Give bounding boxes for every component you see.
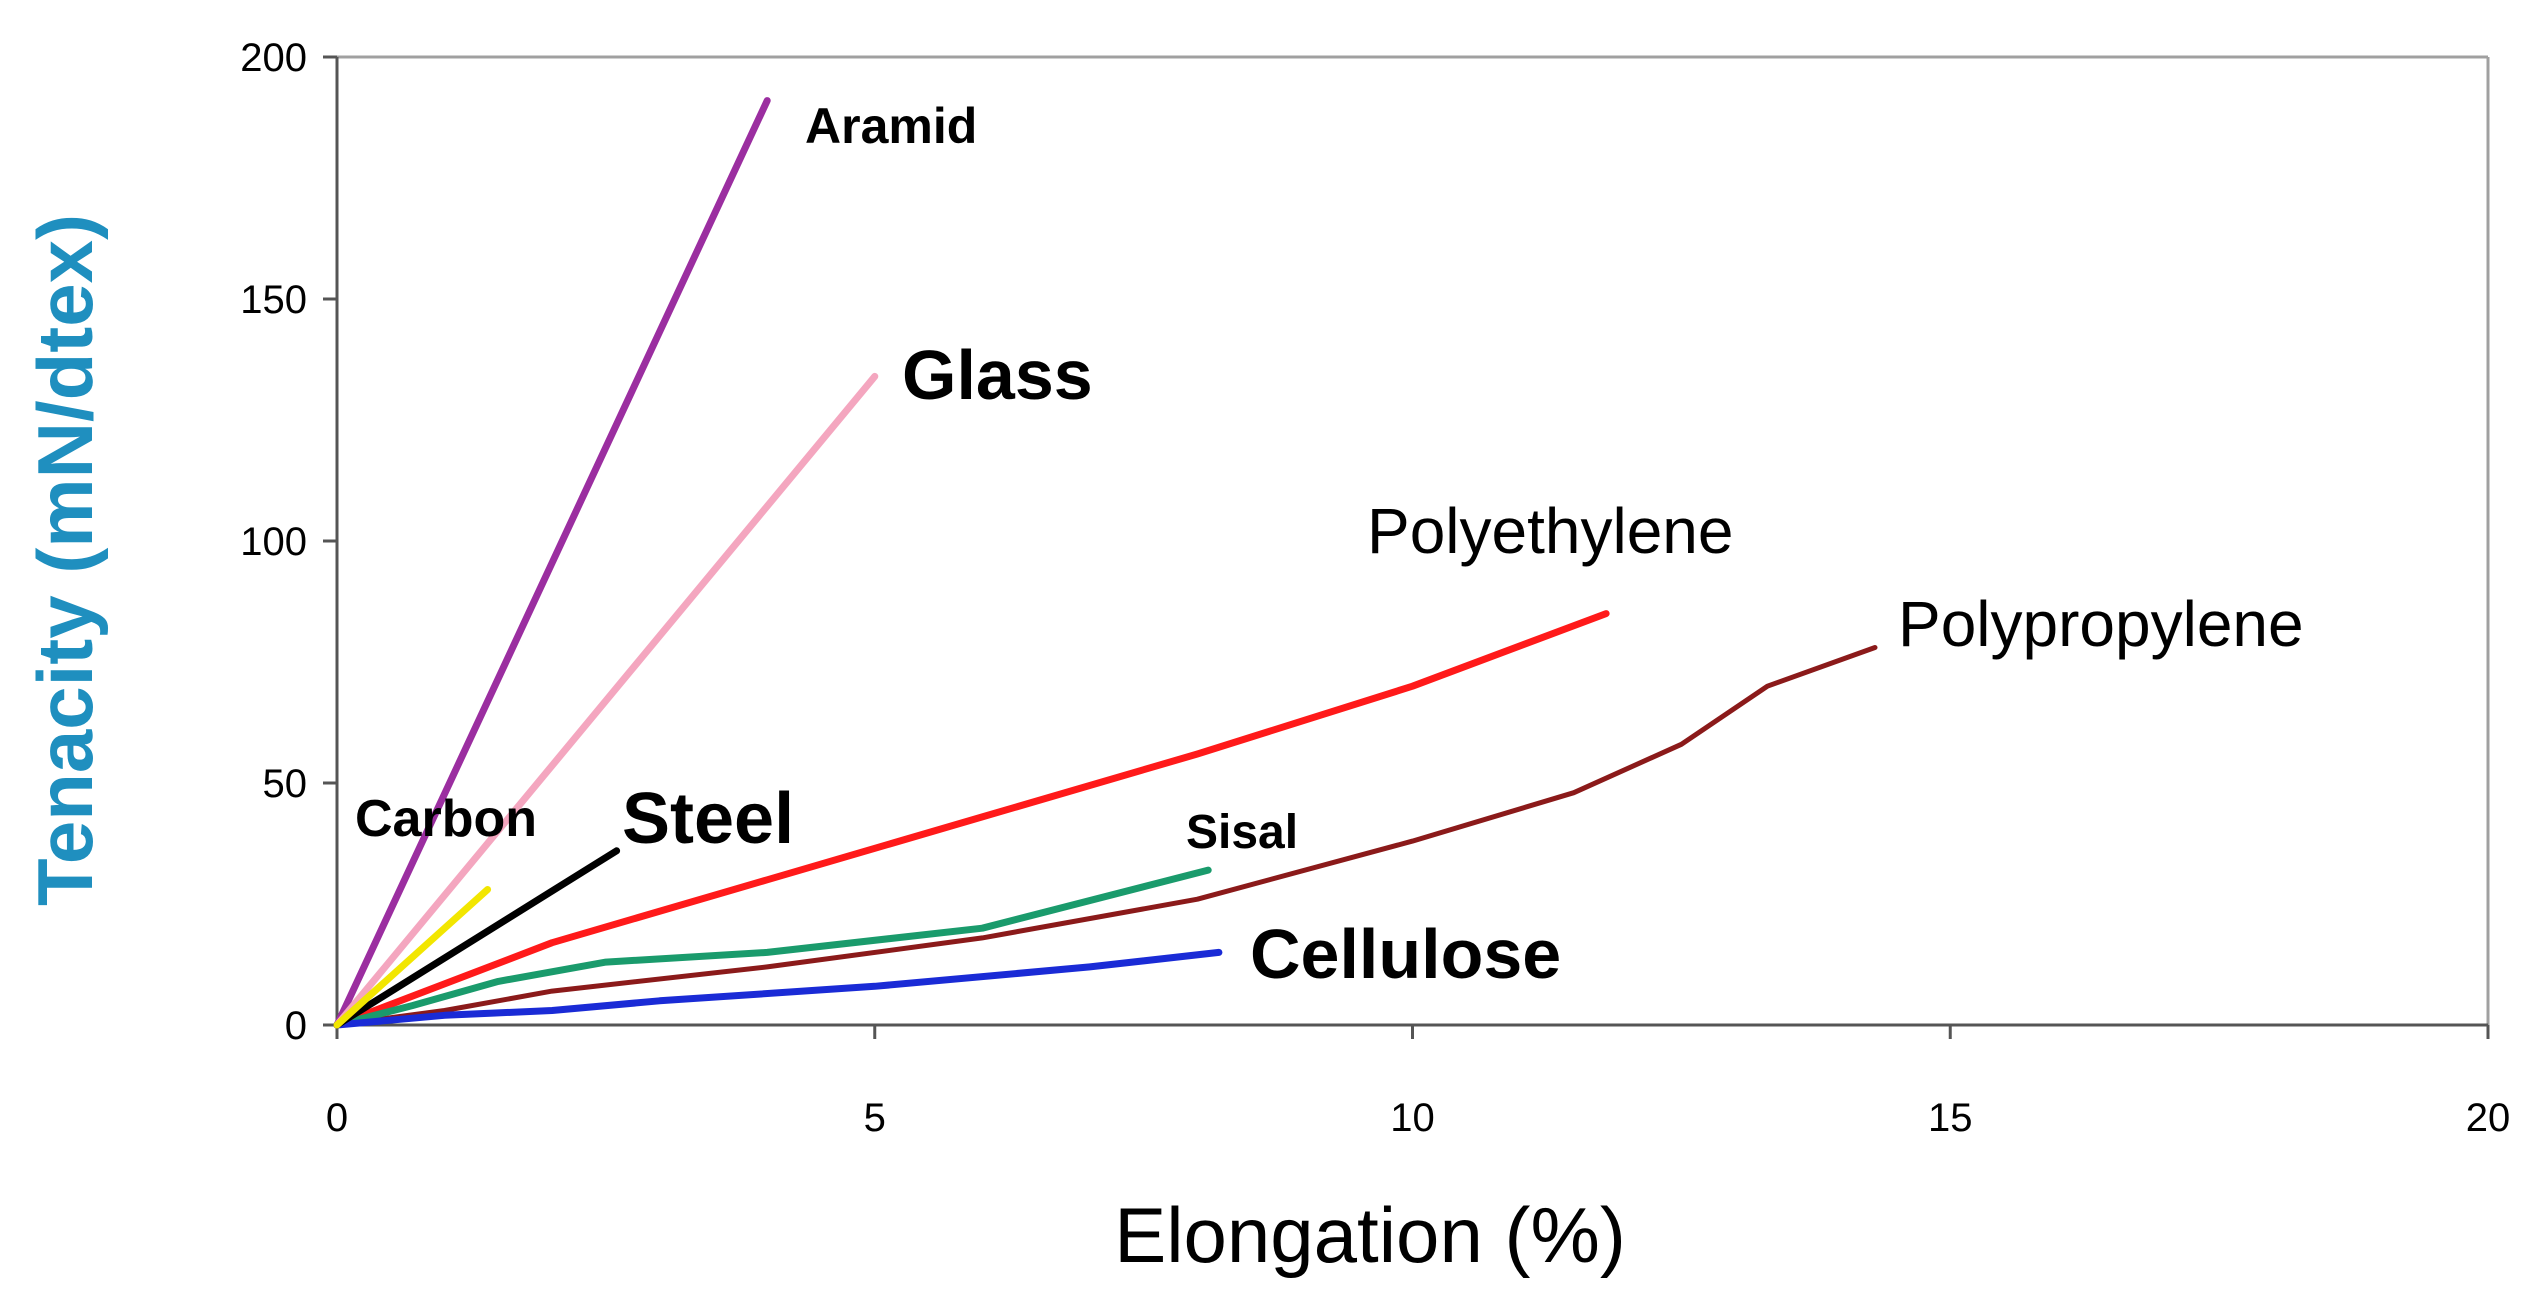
label-steel: Steel	[622, 779, 794, 859]
series-line-glass	[333, 372, 879, 1029]
y-tick-label: 0	[285, 1004, 307, 1048]
y-axis-title: Tenacity (mN/dtex)	[21, 214, 109, 906]
x-tick-label: 0	[326, 1096, 348, 1140]
x-tick-label: 5	[864, 1096, 886, 1140]
series-labels: Aramid Glass Polyethylene Polypropylene …	[355, 98, 2304, 993]
series-line-aramid	[333, 97, 771, 1029]
label-aramid: Aramid	[805, 98, 977, 154]
label-glass: Glass	[902, 336, 1093, 414]
label-polyethylene: Polyethylene	[1367, 495, 1733, 567]
series-line-sisal	[333, 866, 1212, 1029]
series-line-carbon	[333, 886, 492, 1029]
y-tick-label: 100	[240, 520, 307, 564]
x-axis-title: Elongation (%)	[1114, 1191, 1626, 1279]
series-line-steel	[333, 847, 621, 1029]
y-ticks: 0 50 100 150 200	[240, 36, 337, 1048]
label-cellulose: Cellulose	[1250, 915, 1561, 993]
x-tick-label: 10	[1390, 1096, 1435, 1140]
y-tick-label: 50	[263, 762, 308, 806]
y-tick-label: 150	[240, 278, 307, 322]
y-tick-label: 200	[240, 36, 307, 80]
label-polypropylene: Polypropylene	[1898, 588, 2304, 660]
series-line-cellulose	[333, 948, 1223, 1029]
series-layer	[333, 97, 1878, 1029]
x-tick-label: 15	[1928, 1096, 1973, 1140]
series-line-polyethylene	[333, 610, 1610, 1029]
x-tick-label: 20	[2466, 1096, 2511, 1140]
label-sisal: Sisal	[1186, 806, 1298, 859]
series-line-polypropylene	[334, 645, 1878, 1028]
label-carbon: Carbon	[355, 790, 537, 848]
x-ticks: 0 5 10 15 20	[326, 1025, 2510, 1140]
